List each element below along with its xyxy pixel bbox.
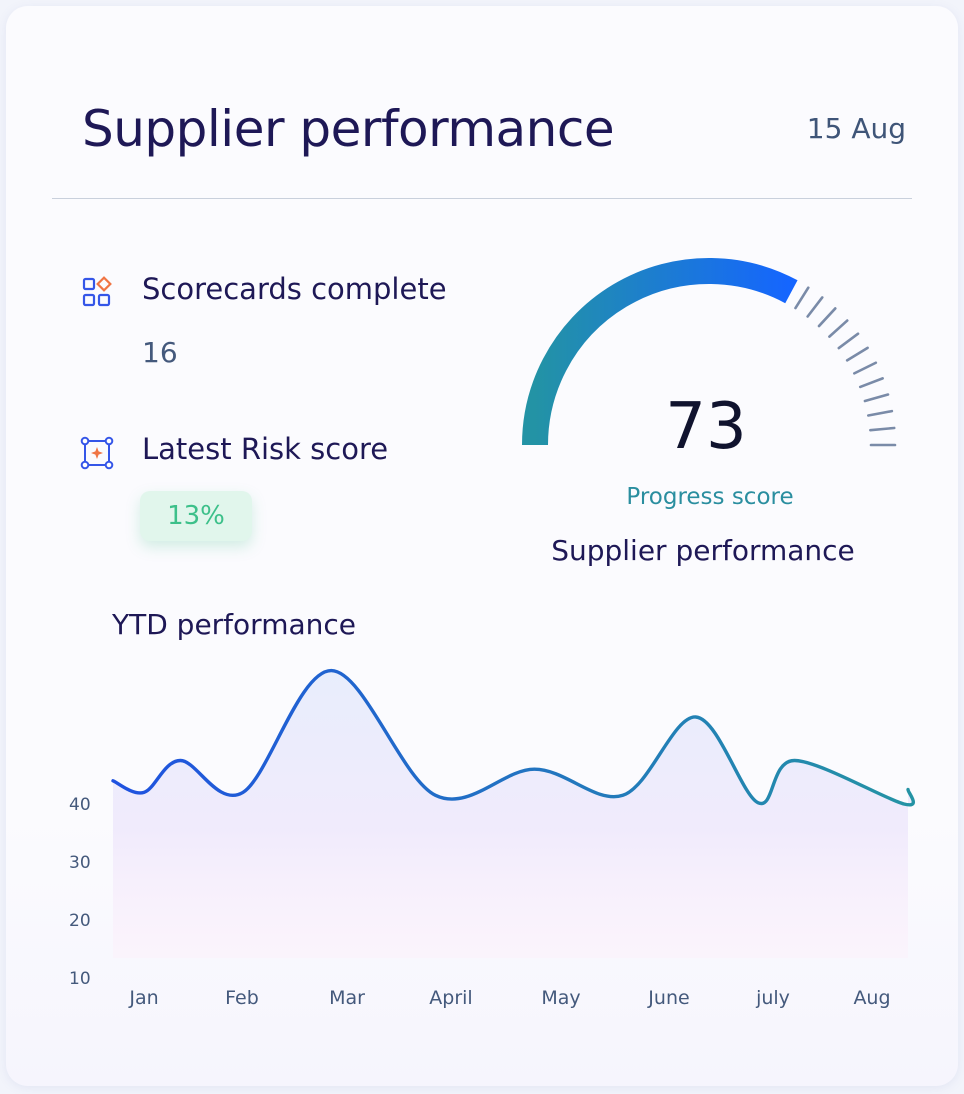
x-tick-label: June xyxy=(647,987,689,1009)
bounding-box-sparkle-icon xyxy=(80,436,114,470)
gauge-caption: Progress score xyxy=(626,484,794,510)
chart-title: YTD performance xyxy=(112,608,356,641)
y-tick-label: 20 xyxy=(69,911,91,931)
latest-risk-score-label: Latest Risk score xyxy=(142,432,389,466)
scorecards-complete-value: 16 xyxy=(142,336,178,369)
x-tick-label: july xyxy=(755,987,790,1009)
x-tick-label: Aug xyxy=(853,987,890,1009)
gauge-remaining-ticks xyxy=(794,286,897,447)
gauge-tick xyxy=(866,409,894,417)
y-axis-ticks: 40 30 20 10 xyxy=(69,795,91,989)
x-tick-label: April xyxy=(429,987,472,1009)
gauge-progress-arc xyxy=(522,258,798,446)
x-tick-label: Feb xyxy=(225,987,259,1009)
gauge-tick xyxy=(852,361,878,375)
gauge-tick xyxy=(869,426,896,432)
x-tick-label: May xyxy=(541,987,580,1009)
gauge-tick xyxy=(837,332,860,350)
chart-series-line xyxy=(111,668,916,807)
gauge-tick xyxy=(863,393,890,403)
gauge-tick xyxy=(858,377,884,389)
grid-shapes-icon xyxy=(82,276,112,307)
x-tick-label: Jan xyxy=(128,987,158,1009)
gauge-tick xyxy=(817,307,837,328)
gauge-tick xyxy=(845,346,869,362)
scorecards-complete-label: Scorecards complete xyxy=(142,272,447,306)
progress-gauge xyxy=(522,258,897,447)
gauge-subtitle: Supplier performance xyxy=(551,534,855,567)
y-tick-label: 30 xyxy=(69,853,91,873)
page-title: Supplier performance xyxy=(82,100,615,158)
risk-score-badge: 13% xyxy=(140,491,252,541)
gauge-tick xyxy=(794,286,810,310)
header-divider xyxy=(52,198,912,199)
ytd-performance-chart: 40 30 20 10 Jan Feb Mar April May June july Aug xyxy=(69,668,916,1009)
date-label: 15 Aug xyxy=(806,112,906,145)
y-tick-label: 40 xyxy=(69,795,91,815)
chart-area-fill xyxy=(113,670,914,958)
gauge-tick xyxy=(828,319,849,338)
y-tick-label: 10 xyxy=(69,969,91,989)
gauge-score-value: 73 xyxy=(665,390,747,464)
x-tick-label: Mar xyxy=(329,987,365,1009)
gauge-tick xyxy=(806,296,824,318)
x-axis-ticks: Jan Feb Mar April May June july Aug xyxy=(128,987,890,1009)
